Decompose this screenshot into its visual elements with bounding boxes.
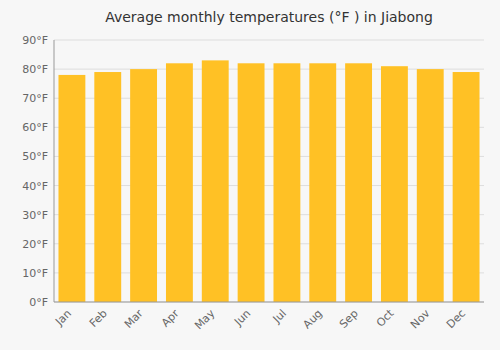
grid-line — [54, 302, 484, 303]
bar — [345, 63, 372, 302]
x-axis — [54, 302, 484, 303]
bar — [417, 69, 444, 302]
x-tick-label: Mar — [122, 307, 146, 331]
y-tick-label: 60°F — [22, 121, 48, 134]
y-tick-label: 0°F — [29, 296, 48, 309]
title: Average monthly temperatures (°F ) in Ji… — [105, 9, 433, 25]
x-tick-label: Oct — [374, 306, 397, 329]
chart: Average monthly temperatures (°F ) in Ji… — [0, 0, 500, 350]
bar — [94, 72, 121, 302]
x-tick-label: Aug — [300, 307, 324, 331]
grid-line — [54, 40, 484, 41]
x-tick-label: Feb — [87, 307, 110, 330]
y-tick-label: 10°F — [22, 267, 48, 280]
bar — [273, 63, 300, 302]
bar — [309, 63, 336, 302]
x-tick-label: Apr — [159, 307, 182, 330]
x-tick-label: Nov — [408, 307, 433, 332]
y-tick-label: 20°F — [22, 238, 48, 251]
y-tick-label: 30°F — [22, 209, 48, 222]
y-axis — [54, 40, 55, 302]
x-tick-label: Jan — [52, 307, 74, 329]
bar — [453, 72, 480, 302]
y-tick-label: 90°F — [22, 34, 48, 47]
x-tick-label: Jun — [231, 307, 253, 329]
bar — [381, 66, 408, 302]
x-tick-label: May — [192, 307, 218, 333]
bar — [130, 69, 157, 302]
bar — [238, 63, 265, 302]
y-tick-label: 40°F — [22, 180, 48, 193]
bar — [202, 60, 229, 302]
y-tick-label: 80°F — [22, 63, 48, 76]
x-tick-label: Dec — [444, 307, 468, 331]
bar — [166, 63, 193, 302]
x-tick-label: Sep — [337, 307, 361, 331]
y-tick-label: 50°F — [22, 150, 48, 163]
bar — [58, 75, 85, 302]
grid — [54, 40, 484, 302]
background — [0, 0, 500, 350]
y-tick-label: 70°F — [22, 92, 48, 105]
x-tick-label: Jul — [270, 307, 289, 326]
